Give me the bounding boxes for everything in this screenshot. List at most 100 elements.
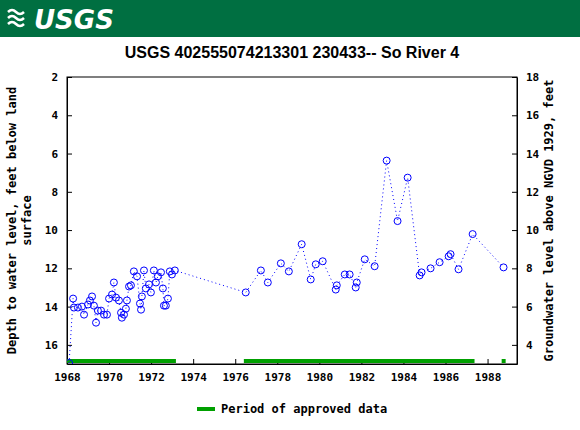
data-point [352,284,359,291]
tick-mark [512,115,517,116]
data-point [264,279,271,286]
tick-label: 1976 [222,371,249,384]
tick-label: 1980 [307,371,334,384]
axis-xticks: 1968197019721974197619781980198219841986… [54,359,517,384]
tick-label: 1984 [391,371,418,384]
legend-swatch [197,407,215,411]
logo-waves [8,10,24,26]
tick-label: 1988 [475,371,502,384]
data-point [242,289,249,296]
data-point [138,306,145,313]
tick-mark [67,230,72,231]
tick-label: 14 [45,301,59,314]
data-point [436,259,443,266]
y-axis-title-line: surface [20,195,34,246]
tick-label: 1972 [138,371,165,384]
data-point [164,295,171,302]
plot-area [67,157,507,364]
tick: 1988 [475,359,502,384]
title: USGS 402555074213301 230433-- So River 4 [125,44,460,61]
data-point [418,269,425,276]
tick: 2 [51,71,72,84]
axis-yticks: 246810121416 [45,71,72,364]
tick-mark [512,154,517,155]
y-axis-title: Depth to water level, feet below landsur… [5,87,34,354]
tick: 10 [45,224,72,237]
tick-mark [67,115,72,116]
data-point [122,305,129,312]
tick-mark [512,345,517,346]
approved-period [67,359,176,363]
tick-mark [512,230,517,231]
data-point [277,260,284,267]
data-point [307,276,314,283]
y-axis-title-line: Depth to water level, feet below land [5,87,19,354]
data-point [285,268,292,275]
tick: 18 [512,71,539,84]
tick-label: 1974 [180,371,207,384]
approved-period [502,359,506,363]
data-point [93,319,100,326]
data-point [112,294,119,301]
tick: 14 [512,148,540,161]
tick-label: 16 [45,339,59,352]
tick-label: 6 [526,301,533,314]
data-point [445,253,452,260]
tick-label: 14 [526,148,540,161]
data-point [319,258,326,265]
tick-mark [512,192,517,193]
tick-mark [235,359,236,364]
axis-y2ticks: 4681012141618 [512,71,540,364]
data-point [89,293,96,300]
tick-mark [67,192,72,193]
tick: 14 [45,301,72,314]
tick-label: 8 [51,186,58,199]
tick-label: 1978 [265,371,292,384]
tick-label: 4 [51,109,58,122]
tick-label: 1968 [54,371,81,384]
tick-mark [512,307,517,308]
tick: 4 [512,339,533,352]
tick-label: 2 [51,71,58,84]
data-point [162,302,169,309]
data-point [383,157,390,164]
tick: 4 [51,109,72,122]
data-point [346,271,353,278]
tick: 12 [45,262,72,275]
data-point [427,265,434,272]
logo-wave [8,10,24,14]
tick: 10 [512,224,539,237]
tick-label: 4 [526,339,533,352]
tick: 16 [512,109,540,122]
data-point [81,311,88,318]
data-point [159,285,166,292]
tick: 16 [45,339,72,352]
data-point [90,302,97,309]
data-point [103,311,110,318]
tick: 8 [51,186,72,199]
data-point [115,297,122,304]
data-point [130,268,137,275]
data-point [333,282,340,289]
data-point [455,266,462,273]
chart: USGS USGS 402555074213301 230433-- So Riv… [0,0,580,430]
logo: USGS [34,5,114,35]
legend-label: Period of approved data [221,402,387,416]
plot-frame [67,77,517,364]
data-point [70,295,77,302]
data-point [469,231,476,238]
tick-label: 10 [526,224,539,237]
tick: 1974 [180,359,207,384]
data-point [67,360,73,364]
tick: 8 [512,262,533,275]
data-point [371,263,378,270]
header-banner [0,0,580,37]
y2-axis-title: Groundwater level above NGVD 1929, feet [542,80,556,362]
data-point [138,293,145,300]
legend: Period of approved data [197,402,387,416]
tick-mark [512,268,517,269]
data-point [361,256,368,263]
data-point [127,282,134,289]
data-point [257,267,264,274]
data-point [171,267,178,274]
